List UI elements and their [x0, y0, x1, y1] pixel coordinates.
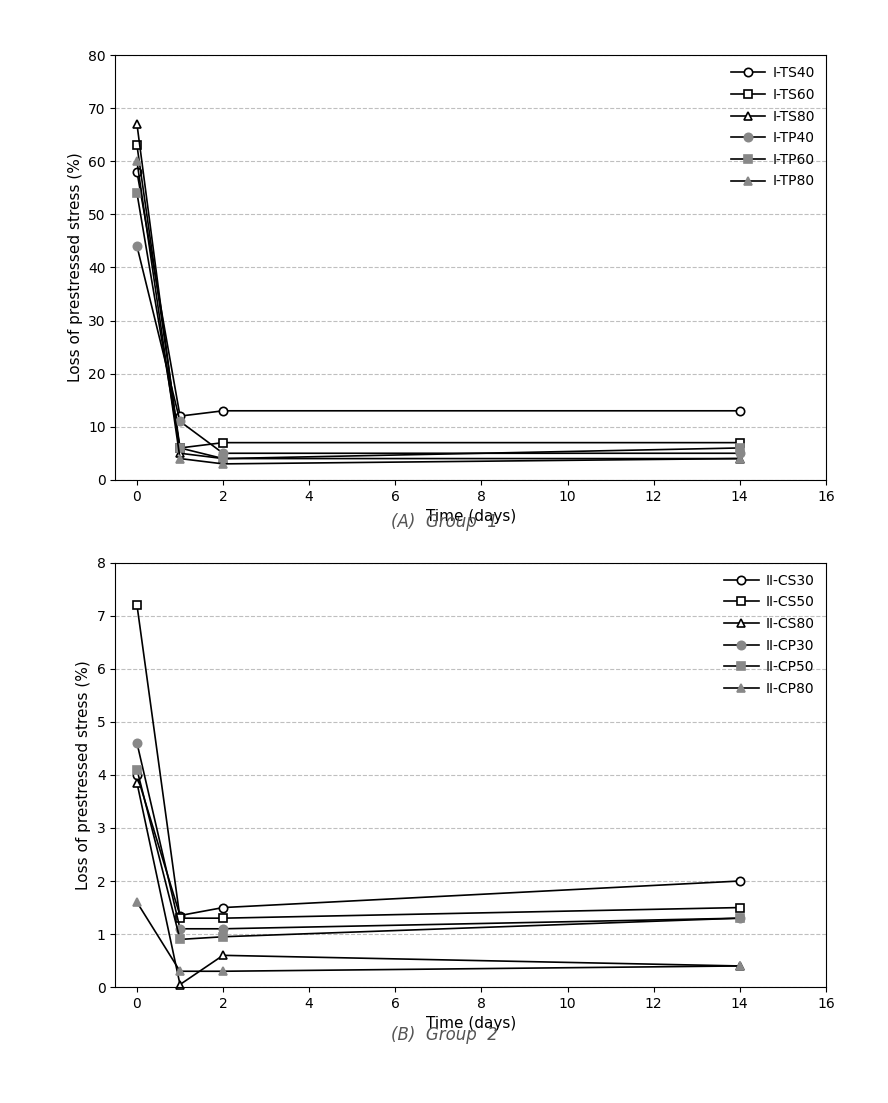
II-CP50 — [175, 933, 186, 946]
Line: I-TS40: I-TS40 — [133, 168, 744, 420]
II-CP50 — [218, 930, 228, 943]
I-TS80 — [131, 118, 142, 131]
II-CP30 — [175, 922, 186, 935]
I-TS40 — [175, 409, 186, 422]
X-axis label: Time (days): Time (days) — [425, 510, 516, 524]
I-TP60 — [734, 441, 745, 454]
Text: (B)  Group  2: (B) Group 2 — [391, 1026, 497, 1043]
II-CS50 — [734, 901, 745, 914]
Text: (A)  Group  1: (A) Group 1 — [391, 513, 497, 531]
Line: I-TS60: I-TS60 — [133, 141, 744, 452]
II-CP80 — [175, 965, 186, 978]
Line: I-TP60: I-TP60 — [133, 189, 744, 463]
II-CP50 — [131, 763, 142, 777]
I-TS80 — [734, 452, 745, 465]
I-TP60 — [218, 452, 228, 465]
Line: II-CS50: II-CS50 — [133, 601, 744, 922]
I-TP40 — [175, 415, 186, 428]
I-TS40 — [734, 404, 745, 417]
I-TS60 — [218, 436, 228, 449]
I-TP60 — [131, 186, 142, 200]
Line: II-CP50: II-CP50 — [133, 765, 744, 943]
II-CS30 — [131, 768, 142, 781]
II-CP30 — [734, 911, 745, 924]
Legend: II-CS30, II-CS50, II-CS80, II-CP30, II-CP50, II-CP80: II-CS30, II-CS50, II-CS80, II-CP30, II-C… — [720, 569, 819, 700]
Line: II-CS80: II-CS80 — [133, 779, 744, 988]
I-TP80 — [734, 452, 745, 465]
II-CP80 — [131, 896, 142, 909]
II-CP30 — [131, 737, 142, 750]
II-CP50 — [734, 911, 745, 924]
I-TP40 — [131, 239, 142, 253]
II-CS50 — [131, 598, 142, 611]
I-TS60 — [131, 139, 142, 152]
II-CS80 — [218, 949, 228, 962]
II-CS50 — [218, 911, 228, 924]
II-CP30 — [218, 922, 228, 935]
Line: II-CP30: II-CP30 — [133, 739, 744, 933]
Line: I-TP40: I-TP40 — [133, 242, 744, 458]
I-TP60 — [175, 441, 186, 454]
I-TS40 — [131, 165, 142, 179]
I-TP80 — [218, 458, 228, 471]
II-CS80 — [131, 777, 142, 790]
II-CS30 — [218, 901, 228, 914]
I-TP40 — [218, 447, 228, 460]
Y-axis label: Loss of prestressed stress (%): Loss of prestressed stress (%) — [76, 660, 91, 890]
Line: I-TS80: I-TS80 — [133, 120, 744, 463]
Line: I-TP80: I-TP80 — [133, 157, 744, 468]
II-CS30 — [175, 909, 186, 922]
I-TS40 — [218, 404, 228, 417]
I-TS60 — [175, 441, 186, 454]
Legend: I-TS40, I-TS60, I-TS80, I-TP40, I-TP60, I-TP80: I-TS40, I-TS60, I-TS80, I-TP40, I-TP60, … — [726, 62, 819, 193]
Line: II-CS30: II-CS30 — [133, 771, 744, 920]
II-CS30 — [734, 875, 745, 888]
I-TS60 — [734, 436, 745, 449]
II-CP80 — [218, 965, 228, 978]
Y-axis label: Loss of prestressed stress (%): Loss of prestressed stress (%) — [67, 152, 83, 383]
II-CS50 — [175, 911, 186, 924]
I-TP80 — [131, 154, 142, 168]
I-TP40 — [734, 447, 745, 460]
II-CS80 — [734, 960, 745, 973]
II-CS80 — [175, 978, 186, 992]
II-CP80 — [734, 960, 745, 973]
I-TS80 — [175, 447, 186, 460]
I-TP80 — [175, 452, 186, 465]
X-axis label: Time (days): Time (days) — [425, 1017, 516, 1031]
Line: II-CP80: II-CP80 — [133, 898, 744, 975]
I-TS80 — [218, 452, 228, 465]
